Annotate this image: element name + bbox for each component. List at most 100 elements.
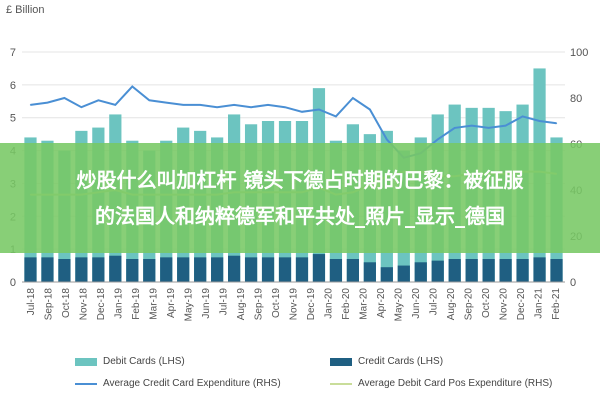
credit-bar <box>143 259 156 282</box>
line-point <box>199 104 201 106</box>
credit-bar <box>177 257 190 282</box>
line-point <box>386 138 388 140</box>
line-point <box>250 106 252 108</box>
x-tick-label: Jan-19 <box>113 288 124 319</box>
credit-bar <box>431 260 444 282</box>
line-point <box>29 104 32 106</box>
x-tick-label: Oct-20 <box>481 288 492 318</box>
x-tick-label: Dec-18 <box>96 288 107 321</box>
legend-label-avg-credit: Average Credit Card Expenditure (RHS) <box>103 378 281 389</box>
x-tick-label: Feb-21 <box>551 288 562 320</box>
line-point <box>505 125 507 127</box>
credit-bar <box>261 257 275 282</box>
x-tick-label: Oct-18 <box>61 288 72 318</box>
line-point <box>148 99 150 101</box>
x-tick-label: Mar-19 <box>148 288 159 320</box>
credit-bar <box>516 259 529 282</box>
line-point <box>454 127 456 129</box>
credit-bar <box>160 257 173 282</box>
credit-bar <box>92 257 105 282</box>
legend-label-avg-debit: Average Debit Card Pos Expenditure (RHS) <box>358 378 553 389</box>
legend-swatch-avg-credit <box>75 382 97 385</box>
credit-bar <box>397 265 410 282</box>
x-tick-label: Jul-19 <box>218 288 229 316</box>
x-tick-label: Jan-20 <box>324 288 335 319</box>
left-tick-label: 7 <box>10 47 16 59</box>
x-tick-label: Nov-19 <box>289 288 300 321</box>
line-point <box>437 138 439 140</box>
line-point <box>114 104 116 106</box>
line-point <box>63 97 66 99</box>
legend-swatch-debit-cards <box>75 357 97 366</box>
line-point <box>46 102 49 104</box>
x-tick-label: Jan-21 <box>534 288 545 319</box>
credit-bar <box>550 259 563 282</box>
line-point <box>182 104 184 106</box>
line-point <box>284 106 286 108</box>
x-tick-label: Sep-19 <box>253 288 264 321</box>
legend: Debit Cards (LHS) Credit Cards (LHS) Ave… <box>0 350 600 400</box>
line-point <box>555 122 558 124</box>
legend-item-avg-credit: Average Credit Card Expenditure (RHS) <box>75 378 281 389</box>
credit-bar <box>312 254 326 282</box>
credit-bar <box>329 259 343 282</box>
credit-bar <box>448 259 461 282</box>
legend-swatch-credit-cards <box>330 357 352 366</box>
x-tick-label: Jun-19 <box>201 288 212 319</box>
line-point <box>131 85 133 88</box>
line-point <box>521 115 524 117</box>
credit-bar <box>109 255 122 282</box>
right-tick-label: 0 <box>570 277 576 289</box>
credit-bar <box>126 259 139 282</box>
credit-bar <box>465 259 478 282</box>
line-point <box>233 104 235 106</box>
credit-bar <box>380 267 393 282</box>
legend-swatch-avg-debit <box>330 382 352 385</box>
x-tick-label: Mar-20 <box>359 288 370 320</box>
x-tick-label: Feb-20 <box>341 288 352 320</box>
credit-bar <box>75 257 88 282</box>
credit-bar <box>24 257 37 282</box>
left-tick-label: 6 <box>10 80 16 92</box>
line-point <box>352 97 354 99</box>
line-point <box>216 106 218 108</box>
x-tick-label: May-19 <box>183 288 194 322</box>
line-point <box>267 104 269 106</box>
credit-bar <box>482 259 495 282</box>
credit-bar <box>295 257 309 282</box>
left-tick-label: 0 <box>10 277 16 289</box>
x-tick-label: Sep-18 <box>43 288 54 321</box>
line-point <box>488 127 490 129</box>
line-point <box>165 102 167 104</box>
line-point <box>335 115 337 117</box>
left-axis-unit-label: £ Billion <box>6 4 45 16</box>
overlay-line-2: 的法国人和纳粹德军和平共处_照片_显示_德国 <box>95 204 505 228</box>
credit-bar <box>533 257 546 282</box>
credit-bar <box>363 262 376 282</box>
legend-item-credit-cards: Credit Cards (LHS) <box>330 356 443 367</box>
x-tick-label: Sep-20 <box>464 288 475 321</box>
legend-label-credit-cards: Credit Cards (LHS) <box>358 356 444 367</box>
line-point <box>318 108 320 111</box>
x-tick-label: Jul-18 <box>26 288 37 316</box>
overlay-line-1: 炒股什么叫加杠杆 镜头下德占时期的巴黎：被征服 <box>76 168 524 192</box>
x-tick-label: Aug-20 <box>446 288 457 321</box>
overlay-banner: 炒股什么叫加杠杆 镜头下德占时期的巴黎：被征服 的法国人和纳粹德军和平共处_照片… <box>0 143 600 253</box>
legend-item-avg-debit: Average Debit Card Pos Expenditure (RHS) <box>330 378 552 389</box>
x-tick-label: Nov-20 <box>499 288 510 321</box>
x-tick-label: Apr-20 <box>376 288 387 318</box>
right-tick-label: 80 <box>570 93 582 105</box>
legend-item-debit-cards: Debit Cards (LHS) <box>75 356 185 367</box>
credit-bar <box>211 257 224 282</box>
line-point <box>301 111 303 113</box>
credit-bar <box>346 259 359 282</box>
credit-bar <box>278 257 292 282</box>
x-tick-label: Feb-19 <box>131 288 142 320</box>
x-tick-label: Dec-20 <box>516 288 527 321</box>
x-tick-label: Aug-19 <box>236 288 247 321</box>
credit-bar <box>414 262 427 282</box>
line-point <box>97 99 99 101</box>
credit-bar <box>244 257 258 282</box>
line-point <box>538 120 541 122</box>
credit-bar <box>499 259 512 282</box>
